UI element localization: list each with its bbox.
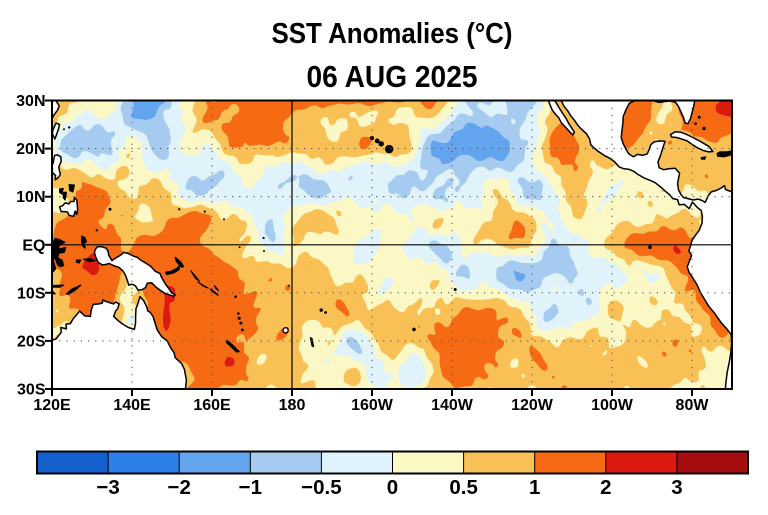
svg-text:−0.5: −0.5 <box>301 476 341 499</box>
svg-text:1: 1 <box>529 476 540 499</box>
svg-text:30S: 30S <box>17 382 46 399</box>
svg-text:0: 0 <box>387 476 398 499</box>
svg-text:10S: 10S <box>17 285 46 302</box>
svg-text:30N: 30N <box>16 93 45 110</box>
svg-text:10N: 10N <box>16 189 45 206</box>
svg-text:140E: 140E <box>113 397 151 414</box>
svg-text:SST Anomalies (°C): SST Anomalies (°C) <box>272 18 513 50</box>
svg-text:06 AUG 2025: 06 AUG 2025 <box>307 59 478 94</box>
svg-text:−3: −3 <box>96 476 119 499</box>
svg-text:160E: 160E <box>193 397 231 414</box>
svg-text:180: 180 <box>279 397 306 414</box>
svg-text:160W: 160W <box>351 397 394 414</box>
svg-text:20S: 20S <box>17 333 46 350</box>
svg-text:−1: −1 <box>239 476 262 499</box>
svg-text:140W: 140W <box>431 397 474 414</box>
svg-text:120W: 120W <box>511 397 554 414</box>
svg-text:80W: 80W <box>676 397 710 414</box>
svg-text:100W: 100W <box>591 397 634 414</box>
svg-text:0.5: 0.5 <box>449 476 478 499</box>
svg-text:120E: 120E <box>33 397 71 414</box>
svg-text:−2: −2 <box>168 476 191 499</box>
svg-text:EQ: EQ <box>22 237 45 254</box>
svg-text:3: 3 <box>671 476 682 499</box>
svg-text:20N: 20N <box>16 141 45 158</box>
svg-text:2: 2 <box>600 476 611 499</box>
